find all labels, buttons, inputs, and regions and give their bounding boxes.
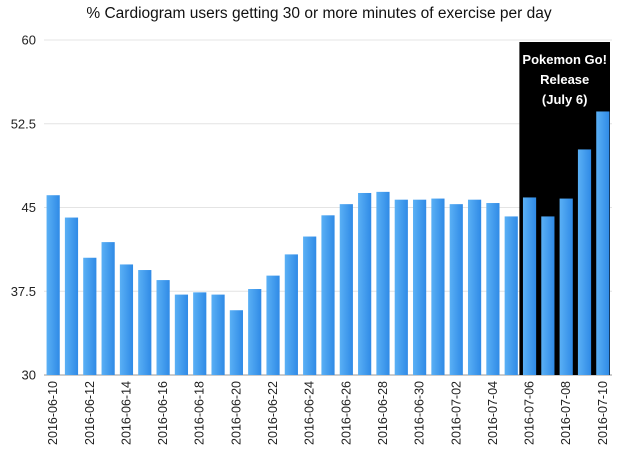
y-tick-label: 30 (22, 368, 36, 383)
bar (138, 270, 152, 375)
x-tick-label: 2016-06-18 (193, 381, 207, 445)
bar (156, 280, 170, 375)
annotation-text: (July 6) (542, 92, 588, 107)
axes: 30 37.5 45 52.5 60 2016-06-10 2016-06-12 2016-0… (11, 33, 610, 445)
x-tick-label: 2016-07-04 (486, 381, 500, 445)
y-tick-label: 45 (22, 200, 36, 215)
bar (193, 292, 207, 375)
x-tick-label: 2016-06-14 (119, 381, 133, 445)
bar (358, 192, 372, 375)
y-tick-label: 52.5 (11, 116, 36, 131)
bar (394, 199, 408, 375)
bar (559, 198, 573, 375)
x-tick-label: 2016-06-20 (229, 381, 243, 445)
bar (174, 294, 189, 375)
bar (504, 216, 518, 375)
x-tick-label: 2016-06-28 (376, 381, 390, 445)
x-tick-label: 2016-07-08 (559, 381, 573, 445)
annotation-text: Release (540, 72, 589, 87)
bar (431, 198, 445, 375)
bar (339, 204, 353, 375)
y-tick-label: 37.5 (11, 284, 36, 299)
bar (46, 195, 60, 375)
bar (413, 199, 427, 375)
bar (266, 275, 280, 375)
bar (119, 264, 134, 375)
x-tick-label: 2016-07-02 (449, 381, 463, 445)
bar (376, 191, 390, 375)
bar (101, 242, 115, 375)
bar (596, 111, 610, 375)
bar (248, 289, 262, 375)
bar (486, 203, 500, 375)
bars (46, 111, 610, 375)
annotation: Pokemon Go! Release (July 6) (522, 52, 607, 107)
x-tick-label: 2016-06-16 (156, 381, 170, 445)
x-tick-label: 2016-06-30 (413, 381, 427, 445)
x-tick-label: 2016-06-12 (83, 381, 97, 445)
bar (522, 197, 537, 375)
bar (577, 149, 592, 375)
bar (284, 254, 298, 375)
x-tick-label: 2016-06-26 (339, 381, 353, 445)
bar (83, 257, 97, 375)
y-tick-label: 60 (22, 33, 36, 48)
x-tick-label: 2016-06-22 (266, 381, 280, 445)
annotation-text: Pokemon Go! (522, 52, 607, 67)
x-tick-label: 2016-06-24 (303, 381, 317, 445)
bar (303, 236, 317, 375)
bar (211, 294, 225, 375)
bar (467, 199, 482, 375)
bar (64, 217, 79, 375)
x-tick-label: 2016-06-10 (46, 381, 60, 445)
bar (229, 310, 243, 375)
bar (321, 215, 335, 375)
bar (541, 216, 555, 375)
x-tick-label: 2016-07-10 (596, 381, 610, 445)
bar (449, 204, 463, 375)
chart-title: % Cardiogram users getting 30 or more mi… (86, 5, 551, 22)
x-tick-label: 2016-07-06 (523, 381, 537, 445)
